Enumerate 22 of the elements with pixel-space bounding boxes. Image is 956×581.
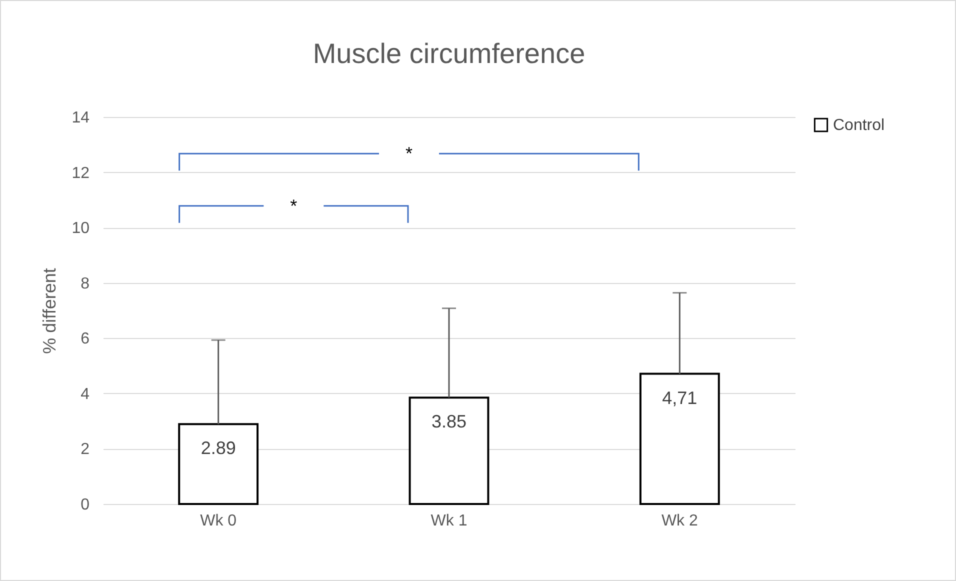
bar [178,423,259,505]
y-tick-label: 12 [72,164,90,182]
chart-title: Muscle circumference [312,38,586,69]
bar [408,396,490,505]
legend-label: Control [833,117,885,134]
y-tick-label: 6 [80,330,90,348]
y-tick-label: 10 [72,220,90,238]
y-tick-label: 8 [80,275,90,292]
data-label: 4,71 [662,388,698,408]
data-label: 3.85 [431,412,467,432]
y-tick-label: 4 [80,386,90,403]
data-label: 2.89 [200,438,236,458]
annotation: * [405,144,413,164]
x-tick-label: Wk 2 [661,512,698,530]
y-axis-title: % different [40,268,60,354]
bar [639,372,720,505]
x-tick-label: Wk 1 [430,512,468,530]
y-tick-label: 2 [80,441,90,458]
annotation: * [290,196,298,216]
y-tick-label: 14 [72,110,90,126]
y-tick-label: 0 [80,496,90,514]
x-tick-label: Wk 0 [200,512,237,530]
